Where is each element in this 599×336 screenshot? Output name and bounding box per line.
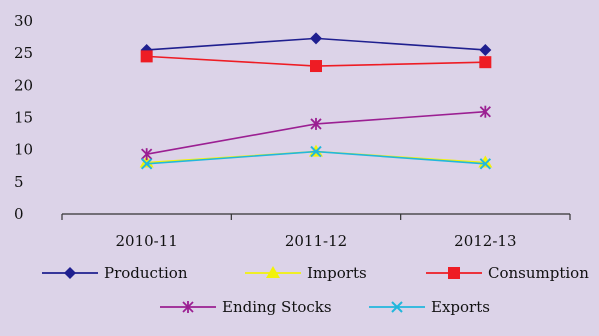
data-point-ending-stocks — [479, 105, 491, 118]
y-tick-label: 25 — [14, 44, 33, 62]
y-tick-label: 10 — [14, 141, 33, 159]
data-point-imports — [139, 155, 154, 168]
y-tick-label: 15 — [14, 109, 33, 127]
y-tick-label: 30 — [14, 12, 33, 30]
square-marker-shape — [140, 50, 153, 63]
x-marker-stroke — [391, 301, 403, 313]
chart-axes: 2010-11 2011-12 2012-13 0 5 10 15 20 25 30 — [14, 12, 571, 250]
data-point-consumption — [140, 50, 153, 63]
legend-label: Ending Stocks — [222, 298, 332, 316]
legend-marker — [448, 267, 460, 279]
triangle-marker-shape — [139, 155, 154, 168]
x-tick-label: 2010-11 — [115, 232, 177, 250]
legend-marker — [64, 267, 76, 279]
data-point-ending-stocks — [141, 148, 153, 161]
x-marker-stroke — [140, 158, 153, 170]
x-tick-label: 2012-13 — [454, 232, 516, 250]
legend-item-consumption: Consumption — [426, 264, 589, 282]
triangle-marker-shape — [266, 266, 280, 278]
chart-series — [139, 32, 493, 170]
legend-label: Exports — [431, 298, 490, 316]
data-point-consumption — [479, 56, 492, 69]
data-point-consumption — [310, 60, 322, 73]
legend-label: Production — [104, 264, 188, 282]
y-tick-label: 20 — [14, 76, 33, 94]
y-tick-label: 5 — [14, 173, 24, 191]
x-marker-stroke — [310, 145, 322, 158]
chart-legend: Production Imports Consumption Ending Stock… — [42, 264, 589, 316]
diamond-marker-shape — [64, 267, 76, 279]
legend-item-exports: Exports — [369, 298, 490, 316]
legend-label: Consumption — [488, 264, 589, 282]
legend-item-production: Production — [42, 264, 188, 282]
diamond-marker-shape — [479, 43, 492, 56]
legend-marker — [391, 301, 403, 313]
data-point-production — [310, 32, 322, 45]
legend-item-imports: Imports — [245, 264, 367, 282]
data-point-exports — [479, 158, 492, 170]
triangle-marker-shape — [478, 155, 493, 168]
legend-label: Imports — [307, 264, 367, 282]
x-marker-stroke — [479, 158, 492, 170]
y-tick-label: 0 — [14, 205, 24, 223]
legend-item-ending-stocks: Ending Stocks — [160, 298, 332, 316]
data-point-imports — [478, 155, 493, 168]
diamond-marker-shape — [310, 32, 322, 45]
data-point-exports — [140, 158, 153, 170]
x-tick-label: 2011-12 — [285, 232, 347, 250]
square-marker-shape — [479, 56, 492, 69]
data-point-ending-stocks — [310, 117, 322, 130]
square-marker-shape — [448, 267, 460, 279]
square-marker-shape — [310, 60, 322, 73]
legend-marker — [182, 301, 194, 313]
data-point-production — [479, 43, 492, 56]
legend-marker — [266, 266, 280, 278]
data-point-exports — [310, 145, 322, 158]
